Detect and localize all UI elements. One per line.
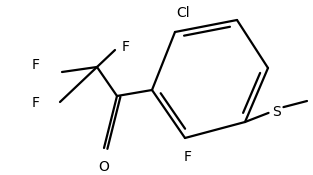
- Text: F: F: [32, 58, 40, 72]
- Text: F: F: [32, 96, 40, 110]
- Text: F: F: [184, 150, 192, 164]
- Text: S: S: [272, 105, 281, 119]
- Text: F: F: [122, 40, 130, 54]
- Text: O: O: [99, 160, 110, 174]
- Text: Cl: Cl: [176, 6, 190, 20]
